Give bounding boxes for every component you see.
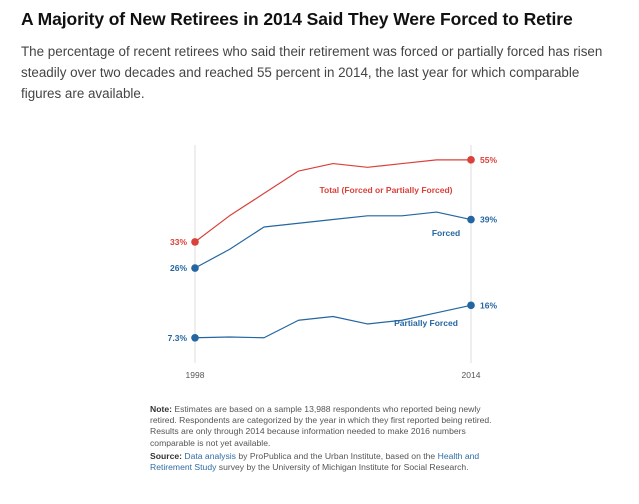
- source-text-2: survey by the University of Michigan Ins…: [218, 462, 469, 473]
- note-label: Note:: [150, 404, 172, 414]
- series-line-forced: [194, 211, 472, 269]
- data-analysis-link[interactable]: Data analysis: [184, 450, 236, 461]
- chart-subtitle: The percentage of recent retirees who sa…: [21, 44, 603, 101]
- series-line-partial: [194, 304, 472, 339]
- start-point-partial: [191, 333, 199, 342]
- end-label-partial: 16%: [480, 300, 497, 310]
- series-name-total: Total (Forced or Partially Forced): [319, 185, 452, 195]
- start-point-total: [191, 238, 199, 246]
- end-point-partial: [467, 301, 475, 310]
- source-text: Source: Data analysis by ProPublica and …: [150, 451, 500, 473]
- chart-title: A Majority of New Retirees in 2014 Said …: [21, 9, 573, 29]
- source-text-1: by ProPublica and the Urban Institute, b…: [238, 450, 436, 461]
- series-name-forced: Forced: [432, 228, 460, 238]
- end-label-total: 55%: [480, 155, 497, 165]
- start-label-partial: 7.3%: [168, 333, 188, 343]
- end-point-total: [467, 156, 475, 164]
- start-label-forced: 26%: [170, 263, 187, 273]
- hrs-link[interactable]: Health and Retirement Study: [150, 450, 480, 473]
- x-tick-label-2014: 2014: [462, 370, 481, 380]
- note-body: Estimates are based on a sample 13,988 r…: [150, 404, 492, 448]
- line-chart: 1998 2014 33% 55% Total (Forced or Partially…: [168, 145, 497, 380]
- series-name-partial: Partially Forced: [394, 318, 458, 328]
- end-point-forced: [467, 215, 475, 224]
- start-point-forced: [191, 264, 199, 272]
- notes-block: Note: Estimates are based on a sample 13…: [150, 404, 500, 473]
- end-label-forced: 39%: [480, 215, 497, 225]
- series-line-total: [194, 159, 471, 243]
- x-tick-label-1998: 1998: [186, 370, 205, 380]
- note-text: Note: Estimates are based on a sample 13…: [150, 404, 500, 449]
- source-label: Source:: [150, 450, 182, 461]
- start-label-total: 33%: [170, 237, 187, 247]
